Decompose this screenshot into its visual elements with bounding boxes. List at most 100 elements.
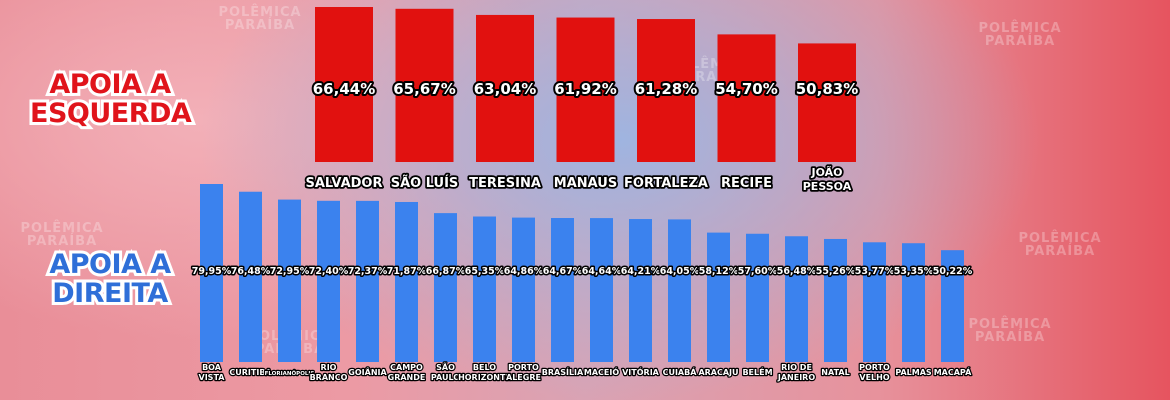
right-bar (863, 242, 886, 362)
left-bar (717, 34, 776, 162)
left-bar (395, 8, 454, 163)
right-bar (239, 191, 262, 362)
left-bar (476, 14, 534, 162)
left-category-label: RECIFE (721, 176, 772, 191)
right-category-label: BOA (202, 363, 222, 372)
left-category-label: SÃO LUÍS (391, 175, 459, 191)
right-category-label: VELHO (859, 373, 889, 382)
right-category-label: BELÉM (742, 366, 772, 377)
right-category-label: NATAL (821, 368, 849, 377)
right-bar-value: 72,40% (309, 266, 349, 277)
right-bar-value: 76,48% (231, 266, 271, 277)
right-category-label: BRASÍLIA (542, 366, 584, 377)
left-bar-value: 61,28% (635, 80, 697, 98)
right-bar-value: 64,05% (660, 266, 700, 277)
right-bar-value: 66,87% (426, 266, 466, 277)
right-bar-value: 64,86% (504, 266, 544, 277)
right-category-label: PORTO (859, 363, 890, 372)
left-label-line-2: ESQUERDA (27, 96, 195, 131)
left-category-label: TERESINA (469, 176, 541, 191)
left-bar (556, 17, 615, 162)
right-category-label: SÃO (436, 362, 455, 372)
right-bar-value: 64,21% (621, 266, 661, 277)
right-bar (551, 218, 574, 362)
left-bar-value: 61,92% (554, 80, 616, 98)
left-category-label: MANAUS (554, 176, 617, 191)
right-bar (785, 236, 808, 362)
right-bar-value: 64,67% (543, 266, 583, 277)
right-category-label: ALEGRE (506, 373, 541, 382)
right-category-label: CURITIBA (229, 368, 272, 377)
right-bar (512, 217, 535, 362)
right-bar-value: 64,64% (582, 266, 622, 277)
right-category-label: MACAPÁ (934, 366, 972, 377)
right-bar (941, 250, 964, 362)
right-category-label: PAULO (431, 373, 460, 382)
left-category-label: JOÃO (810, 166, 842, 179)
right-category-label: MACEIÓ (584, 366, 619, 377)
right-bar-value: 58,12% (699, 266, 739, 277)
right-category-label: HORIZONTE (458, 373, 511, 382)
right-bar-value: 50,22% (933, 266, 973, 277)
right-bar-value: 55,26% (816, 266, 856, 277)
right-bar (590, 218, 613, 362)
right-bar-value: 72,95% (270, 266, 310, 277)
right-category-label: PORTO (508, 363, 539, 372)
right-bar (356, 200, 379, 362)
right-category-label: GOIÂNIA (348, 366, 387, 377)
left-label-line-1: APOIA A (46, 67, 174, 102)
left-category-label: FORTALEZA (624, 176, 708, 191)
left-bar-value: 50,83% (796, 80, 858, 98)
right-bar (707, 232, 730, 362)
right-bar-value: 53,77% (855, 266, 895, 277)
right-category-label: RIO DE (781, 363, 812, 372)
right-category-label: JANEIRO (777, 373, 815, 382)
right-bar-value: 72,37% (348, 266, 388, 277)
right-category-label: BELO (473, 363, 496, 372)
right-bar (473, 216, 496, 362)
left-category-label: PESSOA (803, 180, 852, 193)
right-bar (824, 238, 847, 362)
left-bar-value: 54,70% (715, 80, 777, 98)
right-category-label: CUIABÁ (663, 366, 698, 377)
right-category-label: ARACAJU (698, 368, 738, 377)
right-category-label: PALMAS (895, 368, 932, 377)
left-category-label: SALVADOR (305, 176, 382, 191)
right-bar-value: 53,35% (894, 266, 934, 277)
left-bar-value: 66,44% (313, 80, 375, 98)
right-bar (629, 219, 652, 362)
right-category-label: RIO (321, 363, 337, 372)
right-label-line-2: DIREITA (49, 276, 171, 311)
right-bar (278, 199, 301, 362)
right-bar-value: 57,60% (738, 266, 778, 277)
right-bar (668, 219, 691, 362)
right-category-label: GRANDE (388, 373, 426, 382)
right-bar (317, 200, 340, 362)
right-bar (746, 233, 769, 362)
right-bar (902, 243, 925, 362)
left-group-label: APOIA A ESQUERDA (27, 67, 195, 131)
right-category-label: VISTA (199, 373, 226, 382)
right-bar-value: 56,48% (777, 266, 817, 277)
right-category-label: FLORIANÓPOLIS (265, 370, 315, 377)
right-bar (395, 201, 418, 362)
left-bar-value: 63,04% (474, 80, 536, 98)
right-bar-value: 65,35% (465, 266, 505, 277)
right-bar (200, 184, 223, 362)
right-category-label: VITÓRIA (622, 366, 660, 377)
right-bar (434, 213, 457, 362)
left-bar (315, 7, 373, 162)
right-label-line-1: APOIA A (46, 247, 174, 282)
left-bar (798, 43, 856, 162)
left-bar (637, 19, 695, 162)
right-category-label: CAMPO (390, 363, 423, 372)
right-group-label: APOIA A DIREITA (30, 247, 190, 311)
left-bar-value: 65,67% (393, 80, 455, 98)
right-bar-value: 71,87% (387, 266, 427, 277)
